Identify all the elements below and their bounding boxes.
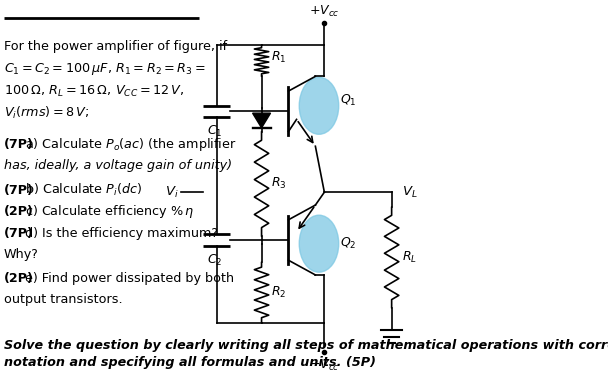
Text: e) Find power dissipated by both: e) Find power dissipated by both — [21, 272, 234, 285]
Ellipse shape — [299, 77, 339, 134]
Text: $C_1$: $C_1$ — [207, 124, 222, 139]
Text: b) Calculate $P_i(dc)$: b) Calculate $P_i(dc)$ — [21, 182, 142, 198]
Text: (7P): (7P) — [4, 138, 33, 151]
Text: (7P): (7P) — [4, 227, 33, 240]
Text: c) Calculate efficiency $\%\,\eta$: c) Calculate efficiency $\%\,\eta$ — [21, 203, 194, 220]
Text: For the power amplifier of figure, if: For the power amplifier of figure, if — [4, 40, 227, 53]
Text: a) Calculate $P_o(ac)$ (the amplifier: a) Calculate $P_o(ac)$ (the amplifier — [21, 136, 236, 153]
Text: $C_1 = C_2 = 100\,\mu F,\, R_1 = R_2 = R_3 =$: $C_1 = C_2 = 100\,\mu F,\, R_1 = R_2 = R… — [4, 61, 205, 77]
Text: (7P): (7P) — [4, 184, 33, 197]
Text: $V_i$: $V_i$ — [165, 184, 179, 200]
Text: $R_L$: $R_L$ — [401, 250, 416, 265]
Polygon shape — [252, 113, 271, 128]
Text: $R_2$: $R_2$ — [271, 285, 287, 300]
Text: (2P): (2P) — [4, 272, 33, 285]
Text: $V_i(rms) = 8\,V;$: $V_i(rms) = 8\,V;$ — [4, 105, 89, 121]
Ellipse shape — [299, 215, 339, 272]
Text: $+V_{cc}$: $+V_{cc}$ — [309, 3, 340, 19]
Text: Solve the question by clearly writing all steps of mathematical operations with : Solve the question by clearly writing al… — [4, 339, 608, 352]
Text: $Q_2$: $Q_2$ — [340, 236, 356, 251]
Text: $V_L$: $V_L$ — [401, 184, 417, 200]
Text: $-V_{cc}$: $-V_{cc}$ — [309, 358, 340, 373]
Text: notation and specifying all formulas and units. (5P): notation and specifying all formulas and… — [4, 356, 376, 369]
Text: $100\,\Omega,\, R_L = 16\,\Omega,\, V_{CC} = 12\,V,$: $100\,\Omega,\, R_L = 16\,\Omega,\, V_{C… — [4, 84, 184, 99]
Text: has, ideally, a voltage gain of unity): has, ideally, a voltage gain of unity) — [4, 159, 232, 172]
Text: d) Is the efficiency maximum?: d) Is the efficiency maximum? — [21, 227, 218, 240]
Text: output transistors.: output transistors. — [4, 293, 122, 307]
Text: (2P): (2P) — [4, 205, 33, 218]
Text: $R_3$: $R_3$ — [271, 177, 287, 192]
Text: $R_1$: $R_1$ — [271, 50, 287, 65]
Text: Why?: Why? — [4, 248, 38, 261]
Text: $C_2$: $C_2$ — [207, 253, 222, 268]
Text: $Q_1$: $Q_1$ — [340, 93, 357, 108]
